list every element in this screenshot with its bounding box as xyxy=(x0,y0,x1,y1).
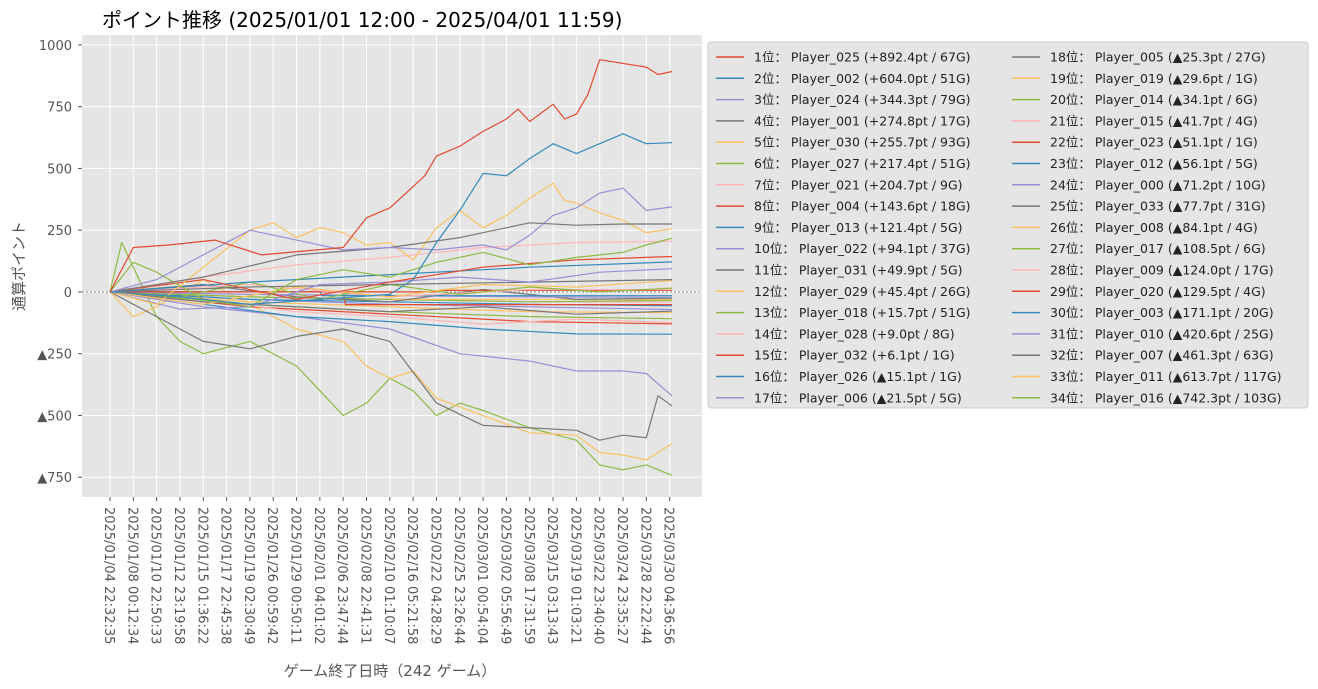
x-tick-label: 2025/01/04 22:32:35 xyxy=(101,507,116,644)
legend-entry: 32位： Player_007 (▲461.3pt / 63G) xyxy=(1050,348,1274,363)
x-tick-label: 2025/03/01 00:54:04 xyxy=(474,507,489,644)
legend-entry: 4位： Player_001 (+274.8pt / 17G) xyxy=(754,113,971,128)
series-line xyxy=(109,279,673,293)
x-axis-label: ゲーム終了日時（242 ゲーム） xyxy=(284,662,497,680)
series-line xyxy=(109,291,673,441)
series-line xyxy=(109,279,673,461)
x-tick-label: 2025/01/08 00:12:34 xyxy=(124,507,139,644)
legend-entry: 6位： Player_027 (+217.4pt / 51G) xyxy=(754,156,971,171)
y-tick-label: 250 xyxy=(47,224,72,239)
legend-entry: 3位： Player_024 (+344.3pt / 79G) xyxy=(754,92,971,107)
x-tick-label: 2025/01/26 00:59:42 xyxy=(264,507,279,644)
x-tick-label: 2025/03/08 17:31:59 xyxy=(521,507,536,644)
x-tick-label: 2025/01/17 22:45:38 xyxy=(218,507,233,644)
legend-entry: 14位： Player_028 (+9.0pt / 8G) xyxy=(754,326,955,341)
legend-entry: 26位： Player_008 (▲84.1pt / 4G) xyxy=(1050,220,1258,235)
legend-entry: 9位： Player_013 (+121.4pt / 5G) xyxy=(754,220,963,235)
y-tick-label: 1000 xyxy=(39,39,72,54)
legend-entry: 17位： Player_006 (▲21.5pt / 5G) xyxy=(754,390,962,405)
series-lines xyxy=(109,59,673,476)
legend-entry: 19位： Player_019 (▲29.6pt / 1G) xyxy=(1050,71,1258,86)
series-line xyxy=(109,280,673,305)
series-line xyxy=(109,255,673,300)
legend-entry: 12位： Player_029 (+45.4pt / 26G) xyxy=(754,284,971,299)
series-line xyxy=(109,237,673,308)
legend-entry: 5位： Player_030 (+255.7pt / 93G) xyxy=(754,135,971,150)
x-tick-label: 2025/03/02 05:56:49 xyxy=(497,507,512,644)
legend-entry: 10位： Player_022 (+94.1pt / 37G) xyxy=(754,241,971,256)
x-tick-label: 2025/02/06 23:47:44 xyxy=(334,507,349,644)
legend-entry: 23位： Player_012 (▲56.1pt / 5G) xyxy=(1050,156,1258,171)
x-tick-label: 2025/03/24 23:35:27 xyxy=(614,507,629,644)
series-line xyxy=(109,59,673,293)
legend-entry: 29位： Player_020 (▲129.5pt / 4G) xyxy=(1050,284,1266,299)
x-tick-label: 2025/03/15 03:13:43 xyxy=(544,507,559,644)
legend-entry: 33位： Player_011 (▲613.7pt / 117G) xyxy=(1050,369,1282,384)
y-tick-label: ▲250 xyxy=(37,348,72,363)
y-tick-label: 500 xyxy=(47,162,72,177)
legend-entry: 25位： Player_033 (▲77.7pt / 31G) xyxy=(1050,199,1266,214)
x-tick-label: 2025/03/28 22:22:44 xyxy=(637,507,652,644)
grid-lines xyxy=(82,35,702,497)
legend-entry: 1位： Player_025 (+892.4pt / 67G) xyxy=(754,50,971,65)
legend-entry: 31位： Player_010 (▲420.6pt / 25G) xyxy=(1050,326,1274,341)
series-line xyxy=(109,283,673,303)
legend-entry: 8位： Player_004 (+143.6pt / 18G) xyxy=(754,199,971,214)
legend-entry: 21位： Player_015 (▲41.7pt / 4G) xyxy=(1050,113,1258,128)
series-line xyxy=(109,261,673,293)
series-line xyxy=(109,222,672,293)
x-tick-label: 2025/02/25 23:26:44 xyxy=(451,507,466,644)
x-tick-label: 2025/03/19 01:03:21 xyxy=(567,507,582,644)
y-tick-label: 0 xyxy=(64,286,72,301)
x-tick-label: 2025/02/01 04:01:02 xyxy=(311,507,326,644)
legend-entry: 7位： Player_021 (+204.7pt / 9G) xyxy=(754,177,963,192)
series-line xyxy=(109,187,673,293)
series-line xyxy=(109,291,673,315)
y-tick-label: 750 xyxy=(47,101,72,116)
series-line xyxy=(109,291,673,397)
series-line xyxy=(109,133,673,305)
legend-entry: 16位： Player_026 (▲15.1pt / 1G) xyxy=(754,369,962,384)
x-tick-label: 2025/02/16 05:21:58 xyxy=(404,507,419,644)
legend-entry: 20位： Player_014 (▲34.1pt / 6G) xyxy=(1050,92,1258,107)
legend-entry: 15位： Player_032 (+6.1pt / 1G) xyxy=(754,348,955,363)
legend-entry: 11位： Player_031 (+49.9pt / 5G) xyxy=(754,263,963,278)
chart-title: ポイント推移 (2025/01/01 12:00 - 2025/04/01 11… xyxy=(102,8,622,32)
x-tick-label: 2025/02/08 22:41:31 xyxy=(358,507,373,644)
series-line xyxy=(109,291,673,314)
legend-entry: 27位： Player_017 (▲108.5pt / 6G) xyxy=(1050,241,1266,256)
series-line xyxy=(109,182,673,305)
x-tick-label: 2025/01/15 01:36:22 xyxy=(194,507,209,644)
legend: 1位： Player_025 (+892.4pt / 67G) 2位： Playe… xyxy=(707,41,1309,409)
legend-entry: 28位： Player_009 (▲124.0pt / 17G) xyxy=(1050,263,1274,278)
series-line xyxy=(109,291,673,303)
y-axis-ticks: 1000 750 500 250 0 ▲250 ▲500 ▲750 xyxy=(37,39,82,486)
x-axis-ticks: 2025/01/04 22:32:35 2025/01/08 00:12:34 20… xyxy=(101,497,676,644)
series-line xyxy=(109,241,673,476)
legend-entry: 13位： Player_018 (+15.7pt / 51G) xyxy=(754,305,971,320)
x-tick-label: 2025/03/30 04:36:56 xyxy=(661,507,676,644)
y-axis-label: 通算ポイント xyxy=(10,221,28,311)
legend-entry: 34位： Player_016 (▲742.3pt / 103G) xyxy=(1050,390,1282,405)
y-tick-label: ▲750 xyxy=(37,471,72,486)
x-tick-label: 2025/01/12 23:19:58 xyxy=(171,507,186,644)
x-tick-label: 2025/01/29 00:50:11 xyxy=(288,507,303,644)
x-tick-label: 2025/02/22 04:28:29 xyxy=(427,507,442,644)
legend-entry: 18位： Player_005 (▲25.3pt / 27G) xyxy=(1050,50,1266,65)
x-tick-label: 2025/01/19 02:30:49 xyxy=(241,507,256,644)
legend-entry: 22位： Player_023 (▲51.1pt / 1G) xyxy=(1050,135,1258,150)
x-tick-label: 2025/01/10 22:50:33 xyxy=(148,507,163,644)
legend-entry: 24位： Player_000 (▲71.2pt / 10G) xyxy=(1050,177,1266,192)
y-tick-label: ▲500 xyxy=(37,409,72,424)
plot-area xyxy=(82,35,702,497)
legend-entry: 2位： Player_002 (+604.0pt / 51G) xyxy=(754,71,971,86)
x-tick-label: 2025/02/10 01:10:07 xyxy=(381,507,396,644)
x-tick-label: 2025/03/22 23:40:40 xyxy=(591,507,606,644)
legend-entry: 30位： Player_003 (▲171.1pt / 20G) xyxy=(1050,305,1274,320)
